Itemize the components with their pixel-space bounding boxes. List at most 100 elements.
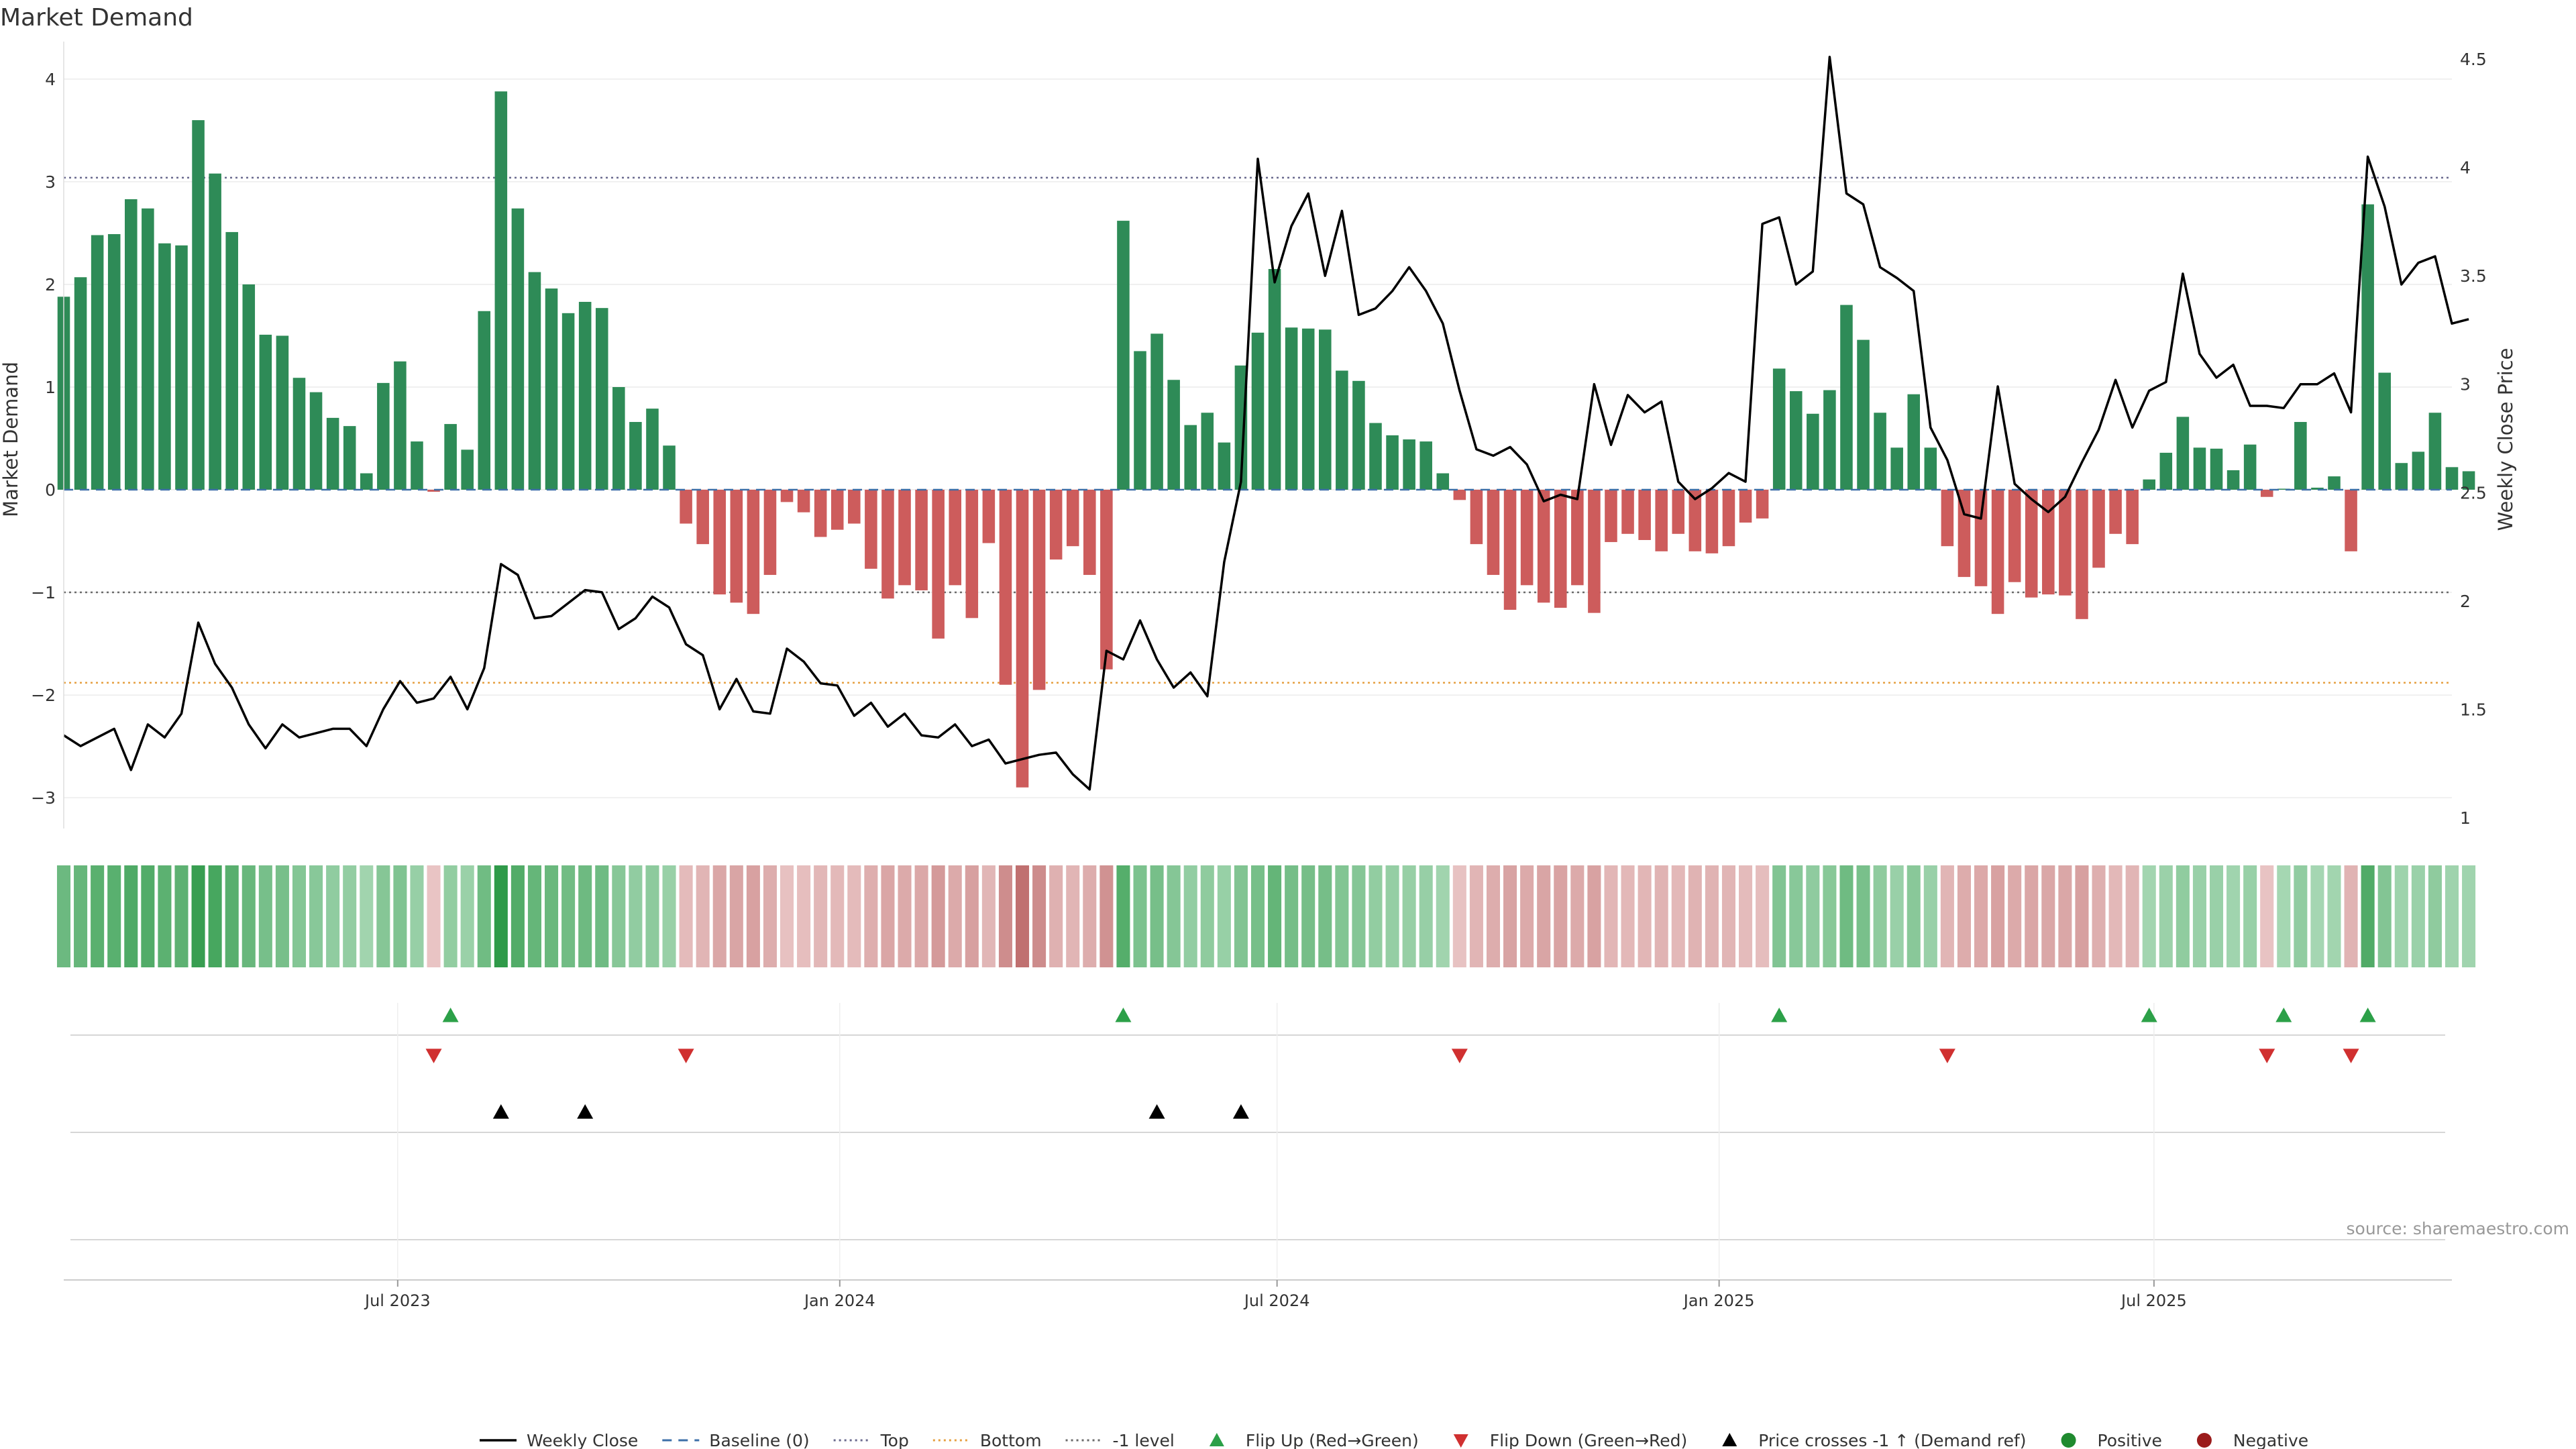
legend-label: Top [880,1431,909,1449]
heat-cell [191,865,205,967]
demand-bar [242,284,256,490]
heat-cell [275,865,289,967]
heat-cell [1705,865,1719,967]
heat-cell [1856,865,1870,967]
demand-bar [1487,490,1500,576]
source-note: source: sharemaestro.com [2347,1219,2570,1238]
heat-cell [662,865,676,967]
heat-cell [1991,865,2005,967]
demand-bar [2025,490,2038,598]
heat-cell [1756,865,1770,967]
heat-cell [1268,865,1282,967]
heat-cell [1570,865,1585,967]
demand-bar [999,490,1012,685]
demand-bar [1134,351,1146,490]
heat-cell [2394,865,2408,967]
heat-cell [578,865,592,967]
heat-cell [174,865,189,967]
heat-cell [2411,865,2425,967]
heat-cell [1452,865,1466,967]
heat-cell [376,865,390,967]
heat-cell [1083,865,1097,967]
heat-cell [830,865,845,967]
x-tick-label: Jul 2024 [1243,1291,1310,1310]
heat-cell [1285,865,1299,967]
demand-bar [1066,490,1079,547]
demand-bar [192,120,205,490]
demand-bar [478,311,491,490]
flip-up-marker [2359,1008,2376,1022]
demand-bar [1907,394,1921,490]
demand-bar [848,490,861,524]
heat-cell [124,865,138,967]
heat-cell [2310,865,2324,967]
demand-bar [1857,339,1870,490]
heat-cell [746,865,760,967]
heat-cell [427,865,441,967]
demand-bar [1705,490,1719,553]
x-tick-label: Jul 2025 [2120,1291,2187,1310]
heat-cell [1301,865,1316,967]
demand-bar [2008,490,2021,582]
demand-bar [292,378,306,490]
demand-bar [1336,370,1348,490]
demand-bar [276,335,289,490]
demand-bar [1840,305,1853,490]
demand-bar [1537,490,1550,603]
heat-cell [1671,865,1685,967]
demand-bar [1150,333,1163,490]
demand-bar [2126,490,2139,545]
demand-bar [1032,490,1046,690]
heat-cell [2075,865,2089,967]
legend-label: Flip Down (Green→Red) [1490,1431,1688,1449]
flip-down-marker [678,1049,694,1063]
demand-bar [680,490,692,524]
demand-bar [1319,329,1332,490]
heat-cell [107,865,121,967]
heat-cell [1806,865,1820,967]
heat-cell [1940,865,1954,967]
demand-bar [2076,490,2088,619]
heat-cell [1368,865,1383,967]
x-axis: Jul 2023 Jan 2024 Jul 2024 Jan 2025 Jul 2025 [64,1279,2452,1310]
heat-cell [1957,865,1971,967]
heat-cell [1385,865,1399,967]
demand-bar [1251,332,1265,490]
heat-cell [931,865,945,967]
legend-label: Negative [2233,1431,2308,1449]
demand-bar [377,382,390,490]
demand-bar [713,490,727,595]
demand-bar [1605,490,1617,543]
heat-cell [1250,865,1265,967]
legend-swatch-flip-up [1209,1433,1224,1446]
demand-bar [612,386,625,490]
event-tracks [70,1003,2445,1278]
heat-cell [2428,865,2442,967]
heat-cell [343,865,357,967]
demand-bar [881,490,894,599]
x-tick-label: Jul 2023 [364,1291,431,1310]
demand-bar [949,490,962,586]
demand-bar [1739,490,1752,523]
heat-cell [1049,865,1063,967]
y2-tick-label: 4 [2460,158,2471,178]
heat-cell [2192,865,2206,967]
demand-bar [360,473,373,490]
demand-bar [629,422,642,490]
demand-bar [830,490,844,530]
price-cross-marker [1232,1104,1249,1119]
heat-cell [712,865,727,967]
y-tick-label: 2 [45,275,56,294]
y-tick-label: −3 [31,788,56,808]
legend-swatch-price-cross [1722,1433,1737,1446]
demand-bar [444,424,457,490]
heat-cell [998,865,1012,967]
heat-cell [797,865,811,967]
heat-cell [981,865,996,967]
demand-bar [2059,490,2072,596]
demand-bar [225,231,238,490]
demand-bar [797,490,810,513]
heat-cell [292,865,307,967]
flip-up-marker [442,1008,459,1022]
heat-cell [1200,865,1214,967]
